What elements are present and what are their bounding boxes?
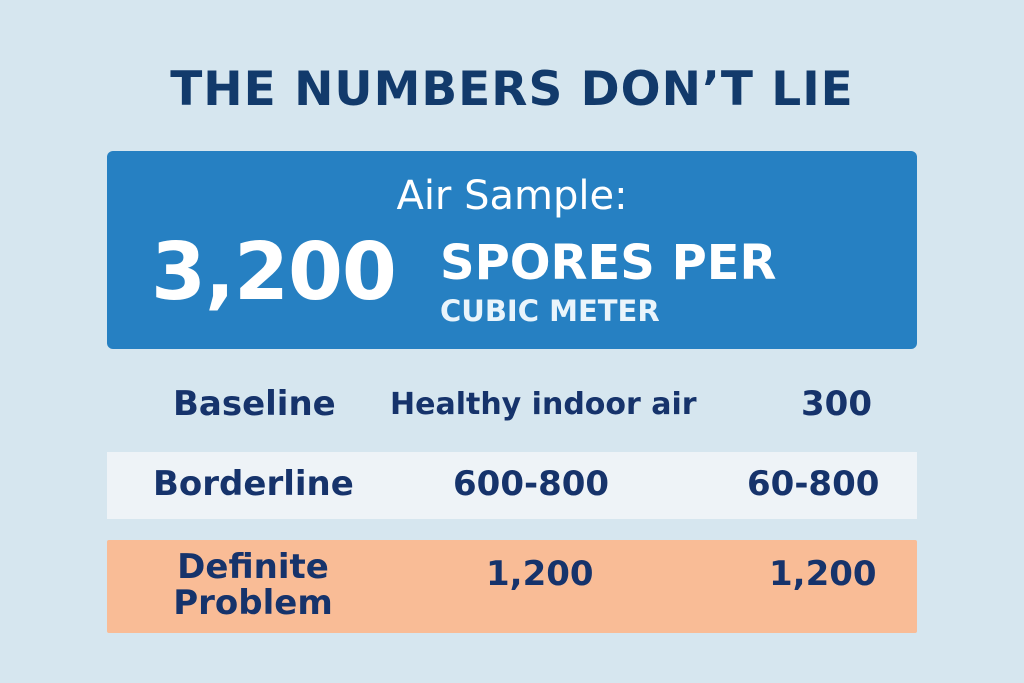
air-sample-label: Air Sample: <box>396 173 628 219</box>
air-sample-unit-line-1: SPORES PER <box>440 235 777 291</box>
borderline-row: Borderline 600-800 60-800 <box>107 452 917 519</box>
air-sample-unit-line-2: CUBIC METER <box>440 294 660 328</box>
definite-problem-value-1: 1,200 <box>486 554 594 594</box>
baseline-value: 300 <box>801 384 872 424</box>
page-title: THE NUMBERS DON’T LIE <box>170 62 854 117</box>
baseline-label: Baseline <box>173 384 336 424</box>
definite-problem-label: Definite Problem <box>173 547 333 623</box>
air-sample-value: 3,200 <box>151 226 397 318</box>
borderline-label: Borderline <box>153 464 354 504</box>
air-sample-card: Air Sample: 3,200 SPORES PER CUBIC METER <box>107 151 917 349</box>
definite-problem-label-line-2: Problem <box>173 582 333 623</box>
borderline-value: 60-800 <box>747 464 880 504</box>
definite-problem-row: Definite Problem 1,200 1,200 <box>107 540 917 633</box>
definite-problem-value-2: 1,200 <box>769 554 877 594</box>
definite-problem-label-line-1: Definite <box>177 547 329 587</box>
baseline-description: Healthy indoor air <box>390 387 697 422</box>
baseline-row: Baseline Healthy indoor air 300 <box>107 375 917 435</box>
borderline-range: 600-800 <box>453 464 610 504</box>
